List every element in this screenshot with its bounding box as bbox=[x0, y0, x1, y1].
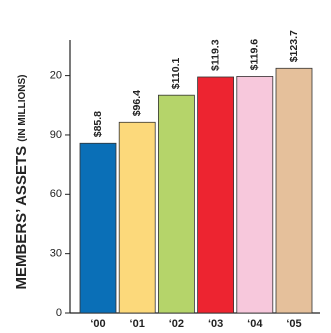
x-tick-label: ‘01 bbox=[130, 318, 145, 330]
y-tick-label: 90 bbox=[50, 129, 62, 141]
bar bbox=[157, 94, 195, 314]
y-tick-label: 30 bbox=[50, 248, 62, 260]
x-tick-label: ‘00 bbox=[90, 318, 105, 330]
bar bbox=[118, 121, 156, 314]
x-tick-label: ‘04 bbox=[247, 318, 263, 330]
y-tick-label: 20 bbox=[50, 70, 62, 82]
value-label: $85.8 bbox=[92, 111, 104, 137]
x-tick-label: ‘02 bbox=[169, 318, 184, 330]
value-label: $110.1 bbox=[170, 57, 182, 89]
y-axis-title: MEMBERS’ ASSETS bbox=[13, 146, 30, 290]
bar bbox=[236, 76, 274, 314]
value-label: $123.7 bbox=[288, 30, 300, 62]
x-tick-label: ‘03 bbox=[208, 318, 223, 330]
bar bbox=[275, 67, 313, 314]
y-axis-label: MEMBERS’ ASSETS (IN MILLIONS) bbox=[13, 74, 30, 289]
value-label: $96.4 bbox=[131, 90, 143, 116]
x-tick-label: ‘05 bbox=[286, 318, 301, 330]
y-tick-label: 0 bbox=[56, 307, 62, 319]
y-tick-label: 60 bbox=[50, 188, 62, 200]
value-label: $119.6 bbox=[249, 39, 261, 71]
bar bbox=[79, 142, 117, 314]
y-axis-note: (IN MILLIONS) bbox=[17, 74, 28, 141]
value-label: $119.3 bbox=[209, 39, 221, 71]
bar bbox=[197, 76, 235, 314]
